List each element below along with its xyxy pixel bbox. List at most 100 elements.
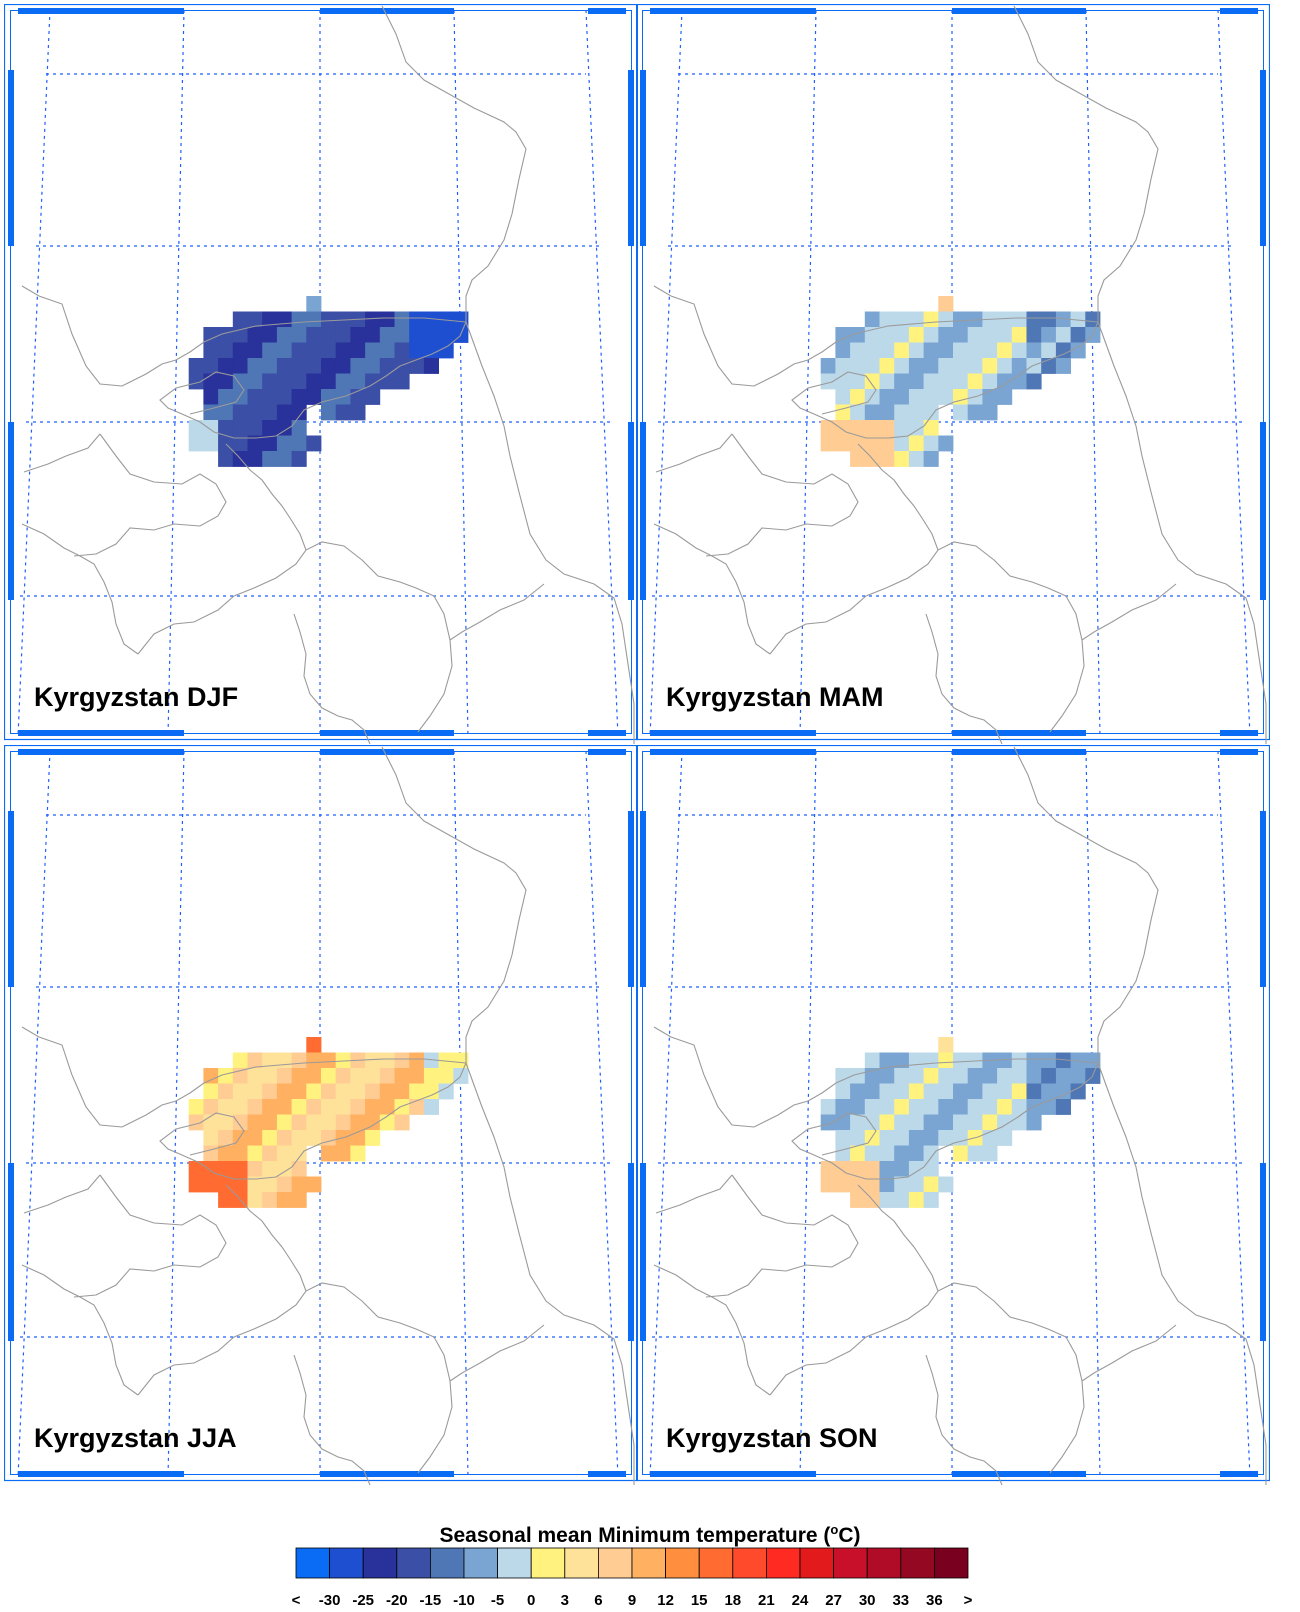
grid-cell bbox=[894, 1130, 910, 1146]
colorbar-swatch bbox=[329, 1547, 364, 1579]
grid-cell bbox=[1011, 342, 1027, 359]
grid-cell bbox=[820, 1161, 836, 1177]
grid-cell bbox=[276, 1114, 292, 1131]
border-line bbox=[449, 583, 545, 641]
grid-cell bbox=[1011, 1052, 1027, 1069]
colorbar-swatch bbox=[564, 1547, 599, 1579]
grid-cell bbox=[820, 420, 836, 436]
grid-cell bbox=[409, 327, 425, 343]
grid-cell bbox=[864, 311, 880, 328]
grid-cell bbox=[335, 311, 351, 328]
grid-cell bbox=[967, 311, 983, 328]
grid-cell bbox=[276, 451, 292, 467]
colorbar-tick-label: -25 bbox=[352, 1592, 374, 1609]
grid-cell bbox=[1041, 1083, 1057, 1100]
grid-cell bbox=[923, 311, 939, 328]
grid-cell bbox=[967, 1145, 983, 1162]
grid-cell bbox=[379, 373, 395, 390]
grid-cell bbox=[982, 1083, 998, 1100]
grid-cell bbox=[232, 420, 248, 436]
grid-cell bbox=[1055, 358, 1071, 374]
grid-cell bbox=[188, 358, 204, 374]
border-line bbox=[1013, 5, 1159, 322]
grid-cell bbox=[321, 1068, 337, 1084]
grid-cell bbox=[350, 373, 366, 390]
grid-cell bbox=[306, 1068, 322, 1084]
graticule bbox=[649, 9, 1252, 737]
grid-cell bbox=[247, 1083, 263, 1100]
grid-cell bbox=[203, 327, 219, 343]
border-line bbox=[655, 433, 733, 473]
grid-cell bbox=[423, 358, 439, 374]
border-line bbox=[653, 285, 1099, 387]
grid-cell bbox=[218, 404, 234, 421]
border-line bbox=[159, 1112, 245, 1156]
grid-cell bbox=[306, 1176, 322, 1193]
grid-cell bbox=[232, 1099, 248, 1115]
grid-cell bbox=[321, 1145, 337, 1162]
longitude-line bbox=[1085, 9, 1101, 737]
grid-cell bbox=[291, 404, 307, 421]
frame-tick bbox=[320, 1471, 454, 1477]
grid-cell bbox=[335, 1083, 351, 1100]
grid-cell bbox=[379, 342, 395, 359]
grid-cell bbox=[247, 1145, 263, 1162]
border-line bbox=[21, 1264, 139, 1396]
grid-cell bbox=[820, 373, 836, 390]
grid-cell bbox=[247, 358, 263, 374]
grid-cell bbox=[335, 342, 351, 359]
grid-cell bbox=[997, 389, 1013, 405]
grid-cell bbox=[423, 327, 439, 343]
grid-cell bbox=[1026, 1114, 1042, 1131]
grid-cell bbox=[247, 451, 263, 467]
grid-cell bbox=[1070, 1068, 1086, 1084]
grid-cell bbox=[203, 1114, 219, 1131]
colorbar-tick-label: 18 bbox=[724, 1592, 741, 1609]
grid-cell bbox=[820, 1176, 836, 1193]
grid-cell bbox=[232, 1083, 248, 1100]
grid-cell bbox=[262, 389, 278, 405]
longitude-line bbox=[585, 9, 619, 737]
grid-cell bbox=[247, 1099, 263, 1115]
grid-cell bbox=[894, 1052, 910, 1069]
grid-cell bbox=[835, 1176, 851, 1193]
border-line bbox=[705, 1174, 859, 1298]
grid-cell bbox=[953, 1114, 969, 1131]
grid-cell bbox=[908, 420, 924, 436]
grid-cell bbox=[262, 358, 278, 374]
grid-cell bbox=[1041, 342, 1057, 359]
grid-cell bbox=[1011, 373, 1027, 390]
graticule bbox=[17, 750, 620, 1478]
grid-cell bbox=[953, 404, 969, 421]
grid-cell bbox=[879, 342, 895, 359]
grid-cell bbox=[923, 1192, 939, 1208]
grid-cell bbox=[953, 358, 969, 374]
grid-cell bbox=[938, 435, 954, 452]
grid-cell bbox=[306, 1130, 322, 1146]
grid-cell bbox=[1011, 311, 1027, 328]
grid-cell bbox=[335, 373, 351, 390]
grid-cell bbox=[188, 1161, 204, 1177]
colorbar-tick-label: -30 bbox=[319, 1592, 341, 1609]
data-cells bbox=[188, 296, 469, 467]
grid-cell bbox=[850, 1161, 866, 1177]
grid-cell bbox=[291, 311, 307, 328]
grid-cell bbox=[864, 358, 880, 374]
grid-cell bbox=[276, 1130, 292, 1146]
grid-cell bbox=[908, 1099, 924, 1115]
grid-cell bbox=[276, 1192, 292, 1208]
grid-cell bbox=[291, 420, 307, 436]
grid-cell bbox=[938, 1083, 954, 1100]
grid-cell bbox=[967, 358, 983, 374]
grid-cell bbox=[923, 1083, 939, 1100]
longitude-line bbox=[1217, 750, 1251, 1478]
grid-cell bbox=[306, 1083, 322, 1100]
grid-cell bbox=[879, 389, 895, 405]
grid-cell bbox=[953, 1052, 969, 1069]
border-line bbox=[653, 1264, 771, 1396]
grid-cell bbox=[953, 373, 969, 390]
border-line bbox=[465, 321, 635, 744]
grid-cell bbox=[1055, 1099, 1071, 1115]
border-line bbox=[21, 285, 467, 387]
grid-cell bbox=[218, 1192, 234, 1208]
